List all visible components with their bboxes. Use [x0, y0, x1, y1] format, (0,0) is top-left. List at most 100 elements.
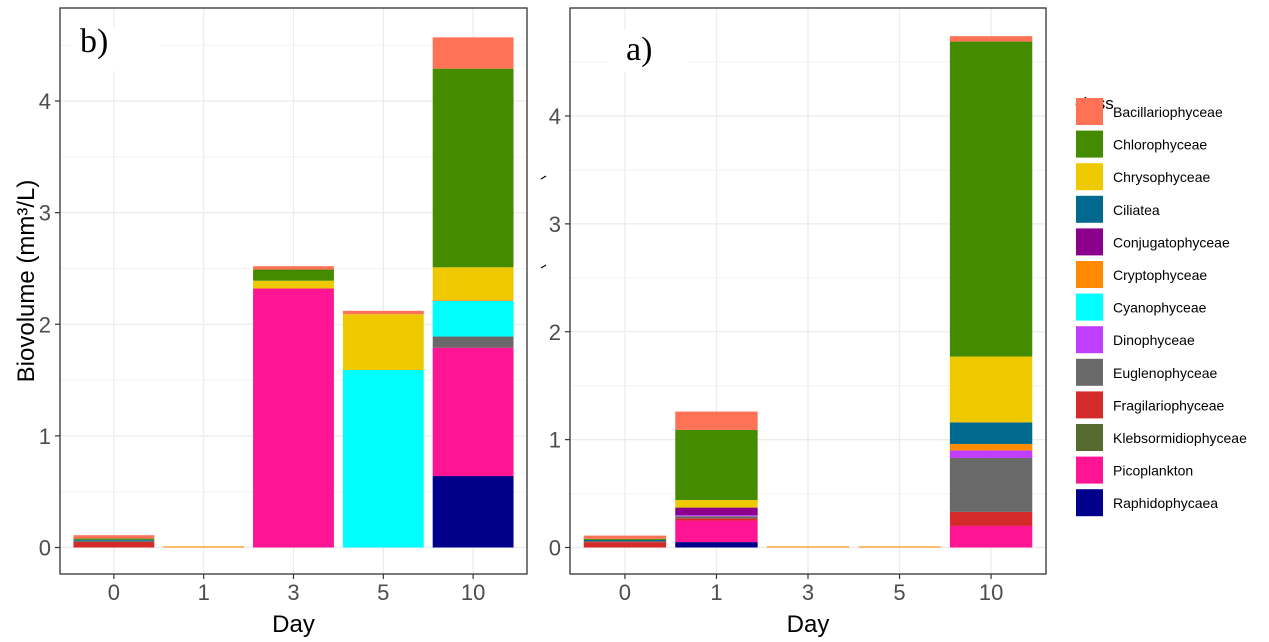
bar-segment-bacillariophyceae-day-10 [432, 37, 514, 69]
panel-label-background [72, 27, 160, 71]
bar-segment-bacillariophyceae-day-1 [675, 411, 758, 430]
legend-item: Chlorophyceae [1076, 130, 1207, 158]
legend-label: Euglenophyceae [1113, 365, 1218, 381]
bar-segment-fragilariophyceae-day-0 [583, 542, 667, 548]
legend-swatch [1076, 358, 1103, 386]
y-axis-title: Biovolume (mm³/L) [13, 180, 40, 383]
bar-segment-raphidophycaea-day-10 [432, 476, 514, 548]
x-tick-label: 3 [802, 580, 814, 605]
bar-segment-cyanophyceae-day-5 [342, 370, 424, 548]
bar-segment-chlorophyceae-day-10 [949, 41, 1033, 357]
bar-segment-chlorophyceae-day-10 [432, 68, 514, 268]
bar-segment-picoplankton-day-3 [253, 288, 334, 548]
legend-label: Cyanophyceae [1113, 300, 1207, 316]
legend-item: Euglenophyceae [1076, 358, 1218, 386]
legend-label: Cryptophyceae [1113, 267, 1207, 283]
x-tick-label: 3 [287, 580, 299, 605]
bar-segment-raphidophycaea-day-1 [675, 542, 758, 548]
x-axis: 0 1 3 5 10 [108, 574, 485, 605]
bar-segment-ciliatea-day-10 [949, 422, 1033, 444]
x-tick-label: 5 [377, 580, 389, 605]
bar-segment-chlorophyceae-day-0 [583, 538, 667, 540]
legend-item: Conjugatophyceae [1076, 228, 1230, 256]
bar-segment-fragilariophyceae-day-0 [73, 541, 155, 548]
bar-segment-bacillariophyceae-day-10 [949, 36, 1033, 42]
bar-segment-chlorophyceae-day-3 [253, 269, 334, 281]
bar-segment-bacillariophyceae-day-5 [342, 310, 424, 315]
legend-swatch [1076, 456, 1103, 484]
y-tick-label: 2 [39, 312, 51, 337]
bar-segment-fragilariophyceae-day-10 [949, 511, 1033, 526]
bars [583, 36, 1033, 548]
legend-swatch [1076, 424, 1103, 451]
bar-segment-chrysophyceae-day-10 [432, 267, 514, 300]
bar-segment-chrysophyceae-day-3 [253, 280, 334, 289]
stray-mark [540, 264, 547, 269]
legend-label: Raphidophycaea [1113, 495, 1218, 511]
y-tick-label: 0 [39, 536, 51, 561]
bar-segment-chlorophyceae-day-0 [73, 538, 155, 540]
legend-item: Raphidophycaea [1076, 489, 1218, 517]
y-tick-label: 3 [39, 201, 51, 226]
legend-item: Cyanophyceae [1076, 293, 1207, 321]
x-tick-label: 0 [619, 580, 631, 605]
legend-label: Conjugatophyceae [1113, 234, 1230, 250]
panel-label-background [608, 30, 688, 72]
x-tick-label: 10 [461, 580, 485, 605]
panel-a: a) 0 1 2 3 4 0 1 3 5 10 Day [549, 7, 1047, 638]
bar-segment-cryptophyceae-day-1 [163, 546, 245, 548]
legend-swatch [1076, 195, 1103, 223]
legend-swatch [1076, 130, 1103, 158]
legend-swatch [1076, 228, 1103, 256]
bar-segment-bacillariophyceae-day-0 [73, 535, 155, 539]
panel-b: b) 0 1 2 3 4 0 1 3 5 10 Day Biovolume (mm³/L) [13, 7, 528, 638]
bar-segment-ciliatea-day-0 [73, 539, 155, 541]
legend-swatch [1076, 98, 1103, 125]
bar-segment-euglenophyceae-day-0 [73, 540, 155, 542]
legend-item: Ciliatea [1076, 195, 1160, 223]
y-tick-label: 4 [39, 89, 51, 114]
x-axis: 0 1 3 5 10 [619, 574, 1003, 605]
legend-label: Bacillariophyceae [1113, 104, 1223, 120]
y-axis: 0 1 2 3 4 [39, 89, 60, 561]
bar-segment-chrysophyceae-day-10 [949, 356, 1033, 423]
bar-segment-euglenophyceae-day-1 [675, 516, 758, 519]
x-tick-label: 10 [979, 580, 1003, 605]
bar-segment-chrysophyceae-day-5 [342, 314, 424, 371]
x-tick-label: 1 [198, 580, 210, 605]
legend-item: Chrysophyceae [1076, 163, 1210, 191]
bar-segment-euglenophyceae-day-10 [949, 457, 1033, 512]
legend-label: Chlorophyceae [1113, 137, 1207, 153]
bar-segment-cryptophyceae-day-10 [949, 443, 1033, 451]
y-tick-label: 1 [549, 428, 561, 453]
legend-swatch [1076, 326, 1103, 354]
y-tick-label: 0 [549, 536, 561, 561]
legend-item: Fragilariophyceae [1076, 391, 1224, 419]
bar-segment-euglenophyceae-day-10 [432, 336, 514, 348]
legend-swatch [1076, 261, 1103, 288]
bar-segment-picoplankton-day-10 [432, 347, 514, 477]
bar-segment-chrysophyceae-day-1 [675, 500, 758, 508]
legend-label: Klebsormidiophyceae [1113, 430, 1247, 446]
bar-segment-conjugatophyceae-day-1 [675, 507, 758, 516]
bar-segment-chlorophyceae-day-1 [675, 429, 758, 501]
bar-segment-fragilariophyceae-day-1 [675, 518, 758, 521]
x-tick-label: 1 [710, 580, 722, 605]
legend-label: Dinophyceae [1113, 332, 1195, 348]
bar-segment-picoplankton-day-1 [675, 520, 758, 543]
x-axis-title: Day [787, 611, 830, 638]
legend-swatch [1076, 293, 1103, 321]
bar-segment-cyanophyceae-day-10 [432, 300, 514, 337]
legend-swatch [1076, 489, 1103, 517]
legend-item: Klebsormidiophyceae [1076, 424, 1247, 451]
bar-segment-cryptophyceae-day-3 [766, 546, 850, 548]
bar-segment-cryptophyceae-day-5 [858, 546, 941, 548]
bar-segment-bacillariophyceae-day-0 [583, 535, 667, 539]
x-axis-title: Day [272, 611, 315, 638]
legend-item: Picoplankton [1076, 456, 1193, 484]
bar-segment-picoplankton-day-10 [949, 525, 1033, 548]
legend-item: Dinophyceae [1076, 326, 1195, 354]
legend-swatch [1076, 391, 1103, 419]
x-tick-label: 5 [893, 580, 905, 605]
